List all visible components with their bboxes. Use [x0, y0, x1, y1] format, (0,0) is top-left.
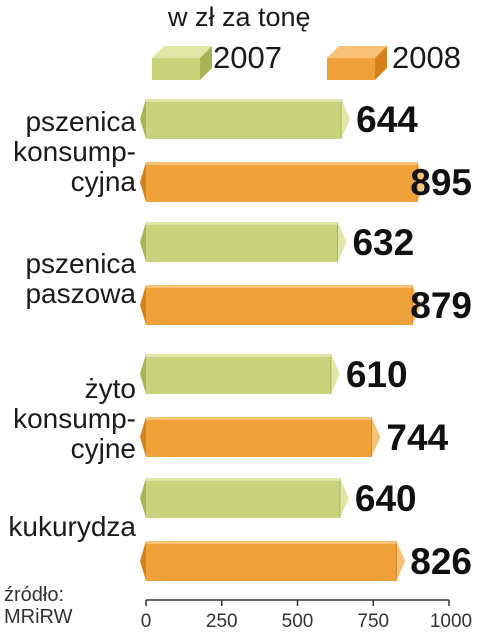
value-label-2007-1: 632	[352, 222, 414, 263]
legend-swatch-2007	[152, 46, 212, 80]
value-label-2008-1: 879	[410, 285, 472, 326]
bar-2007-0	[140, 99, 351, 139]
x-tick-label-1000: 1000	[430, 611, 472, 632]
x-tick-label-500: 500	[282, 611, 314, 632]
category-label-zyto-konsumpcyjne: żyto konsump- cyjne	[13, 373, 136, 464]
value-label-2007-0: 644	[356, 99, 418, 140]
source-note: źródło: MRiRW	[4, 584, 73, 628]
x-axis: 0 250 500 750 1000	[141, 599, 472, 632]
category-label-pszenica-konsumpcyjna: pszenica konsump- cyjna	[13, 106, 136, 197]
value-label-2008-3: 826	[410, 541, 472, 582]
legend-swatch-2008	[327, 46, 387, 80]
legend	[152, 46, 387, 80]
unit-label: w zł za tonę	[168, 2, 311, 32]
category-label-pszenica-paszowa: pszenica paszowa	[25, 248, 136, 309]
value-label-2007-3: 640	[355, 478, 417, 519]
bar-2008-2	[140, 417, 381, 457]
category-label-kukurydza: kukurydza	[8, 511, 136, 542]
bar-2007-1	[140, 222, 347, 262]
x-tick-label-0: 0	[141, 611, 152, 632]
bar-2007-2	[140, 354, 340, 394]
value-label-2008-0: 895	[410, 162, 472, 203]
x-tick-label-750: 750	[357, 611, 389, 632]
bar-2008-0	[140, 162, 427, 202]
bar-2007-3	[140, 478, 349, 518]
value-label-2008-2: 744	[386, 417, 448, 458]
legend-label-2007: 2007	[213, 40, 282, 75]
legend-label-2008: 2008	[392, 40, 461, 75]
bar-2008-1	[140, 285, 422, 325]
value-label-2007-2: 610	[346, 354, 408, 395]
x-tick-label-250: 250	[206, 611, 238, 632]
bar-2008-3	[140, 541, 406, 581]
